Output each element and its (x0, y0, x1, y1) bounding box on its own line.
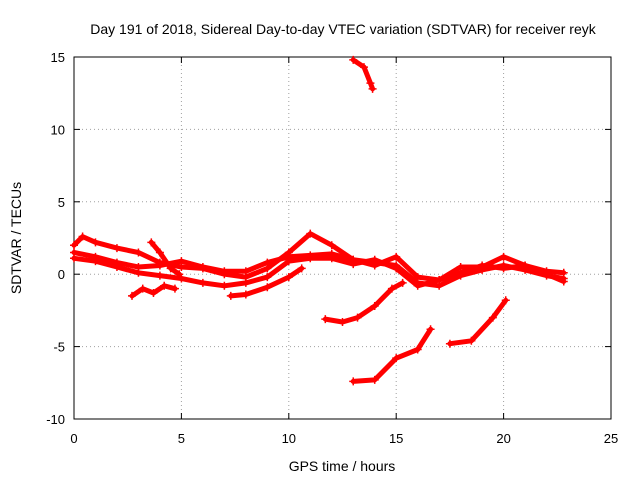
data-point (91, 257, 100, 266)
data-point (241, 290, 250, 299)
data-point (521, 261, 530, 270)
y-tick-label: 15 (51, 50, 65, 65)
data-point (284, 273, 293, 282)
data-point (445, 339, 454, 348)
y-tick-label: -5 (53, 340, 65, 355)
data-point (359, 63, 368, 72)
data-point (149, 289, 158, 298)
data-point (160, 281, 169, 290)
axis-ticks: 0 5 10 15 20 25 -10 -5 0 5 10 15 (46, 50, 618, 446)
data-point (91, 238, 100, 247)
data-point (112, 262, 121, 271)
data-point (366, 79, 375, 88)
data-point (392, 252, 401, 261)
data-point (488, 313, 497, 322)
data-point (370, 375, 379, 384)
data-point (306, 229, 315, 238)
x-tick-label: 20 (496, 431, 510, 446)
data-point (392, 354, 401, 363)
data-point (175, 270, 184, 279)
data-point (177, 274, 186, 283)
data-point (370, 255, 379, 264)
data-point (220, 267, 229, 276)
y-axis-label: SDTVAR / TECUs (8, 182, 24, 294)
series-layer (70, 55, 568, 386)
data-point (147, 238, 156, 247)
data-point (155, 261, 164, 270)
x-axis-label: GPS time / hours (289, 458, 396, 474)
data-point (456, 268, 465, 277)
data-point (263, 283, 272, 292)
data-point (327, 241, 336, 250)
data-point (327, 254, 336, 263)
data-point (226, 291, 235, 300)
grid-lines (74, 57, 611, 419)
data-point (499, 264, 508, 273)
data-point (478, 261, 487, 270)
y-tick-label: 5 (58, 195, 65, 210)
series-arc-e (148, 239, 182, 277)
data-point (321, 315, 330, 324)
data-point (134, 248, 143, 257)
data-point (198, 278, 207, 287)
data-point (241, 278, 250, 287)
data-point (398, 278, 407, 287)
y-tick-label: -10 (46, 412, 65, 427)
data-point (112, 244, 121, 253)
series-arc-i (350, 326, 434, 384)
chart-title: Day 191 of 2018, Sidereal Day-to-day VTE… (90, 21, 596, 37)
data-point (127, 291, 136, 300)
series-arc-j (447, 297, 509, 347)
data-point (349, 260, 358, 269)
x-tick-label: 25 (604, 431, 618, 446)
data-point (353, 313, 362, 322)
plot-frame (73, 56, 612, 420)
data-point (241, 267, 250, 276)
data-point (413, 281, 422, 290)
data-point (426, 325, 435, 334)
data-point (392, 264, 401, 273)
data-point (370, 302, 379, 311)
data-point (198, 262, 207, 271)
data-point (501, 296, 510, 305)
data-point (284, 257, 293, 266)
y-tick-label: 10 (51, 122, 65, 137)
data-point (166, 264, 175, 273)
data-point (263, 273, 272, 282)
data-point (338, 317, 347, 326)
data-point (155, 248, 164, 257)
data-point (467, 336, 476, 345)
data-point (306, 254, 315, 263)
data-point (542, 270, 551, 279)
x-tick-label: 0 (70, 431, 77, 446)
data-point (413, 345, 422, 354)
data-point (170, 284, 179, 293)
data-point (263, 258, 272, 267)
data-point (559, 277, 568, 286)
data-point (70, 241, 78, 250)
data-point (134, 268, 143, 277)
data-point (177, 257, 186, 266)
data-point (387, 284, 396, 293)
x-tick-label: 5 (178, 431, 185, 446)
data-point (297, 264, 306, 273)
series-arc-g (350, 57, 376, 92)
data-point (499, 252, 508, 261)
data-point (349, 377, 358, 386)
y-tick-label: 0 (58, 267, 65, 282)
data-point (349, 55, 358, 64)
data-point (368, 84, 377, 93)
data-point (70, 254, 78, 263)
x-tick-label: 10 (282, 431, 296, 446)
x-tick-label: 15 (389, 431, 403, 446)
data-point (435, 275, 444, 284)
data-point (138, 284, 147, 293)
data-point (78, 232, 87, 241)
data-point (220, 281, 229, 290)
data-point (155, 271, 164, 280)
